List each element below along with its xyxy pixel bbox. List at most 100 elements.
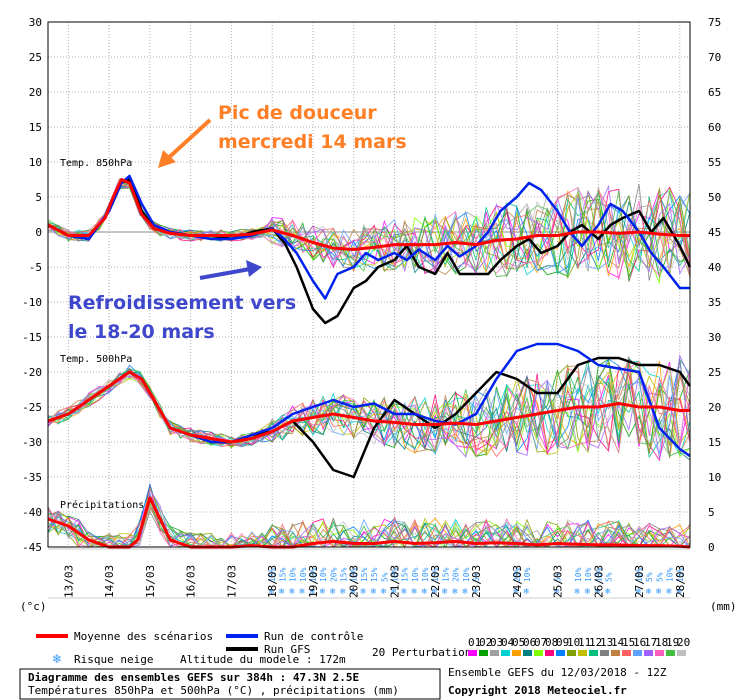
snowflake-icon: ❄ [513, 587, 520, 596]
perturbation-swatch [677, 650, 686, 656]
snowflake-icon: ❄ [584, 587, 591, 596]
snow-risk-pct: 5% [645, 572, 654, 582]
snow-risk-pct: 15% [401, 567, 410, 582]
perturbation-line [47, 502, 690, 549]
y-tick-left: 0 [35, 226, 42, 239]
x-tick-label: 23/03 [470, 565, 483, 598]
x-tick-label: 22/03 [429, 565, 442, 598]
x-tick-label: 19/03 [307, 565, 320, 598]
snow-risk-pct: 5% [554, 572, 563, 582]
snowflake-icon: ❄ [390, 587, 397, 596]
perturbation-number: 06 [523, 636, 536, 649]
y-tick-left: -30 [22, 436, 42, 449]
series-lines [47, 174, 692, 549]
y-tick-right: 35 [708, 296, 721, 309]
y-tick-left: -15 [22, 331, 42, 344]
perturbation-number: 04 [501, 636, 515, 649]
snowflake-icon: ❄ [309, 587, 316, 596]
perturbation-line [47, 496, 691, 548]
plot-frame [47, 21, 691, 548]
y-tick-left: -10 [22, 296, 42, 309]
perturbation-number: 07 [534, 636, 547, 649]
snowflake-icon: ❄ [268, 587, 275, 596]
perturbation-line [48, 368, 691, 457]
x-tick-label: 26/03 [592, 565, 605, 598]
snowflake-icon: ❄ [329, 587, 336, 596]
footer-ensemble: Ensemble GEFS du 12/03/2018 - 12Z [448, 666, 667, 679]
snowflake-icon: ❄ [452, 587, 459, 596]
x-tick-label: 20/03 [348, 565, 361, 598]
x-tick-label: 18/03 [266, 565, 279, 598]
perturbation-swatch [567, 650, 576, 656]
y-tick-left: 25 [29, 51, 42, 64]
legend-perturbations: 20 Perturbations [372, 646, 478, 659]
y-tick-right: 40 [708, 261, 721, 274]
panel-label-t850: Temp. 850hPa [60, 158, 132, 169]
snowflake-icon: ❄ [319, 587, 326, 596]
legend-snow-label: Risque neige [74, 653, 153, 666]
snow-risk-pct: 10% [462, 567, 471, 582]
snow-risk-pct: 10% [584, 567, 593, 582]
y-tick-right: 60 [708, 121, 721, 134]
perturbation-number: 10 [567, 636, 580, 649]
x-tick-label: 21/03 [388, 565, 401, 598]
x-tick-label: 14/03 [103, 565, 116, 598]
perturbation-number: 15 [622, 636, 635, 649]
series-line-precip-6 [47, 496, 691, 549]
perturbation-number: 13 [600, 636, 613, 649]
x-tick-label: 27/03 [633, 565, 646, 598]
perturbation-swatch [523, 650, 532, 656]
snow-risk-pct: 20% [452, 567, 461, 582]
snow-risk-pct: 15% [370, 567, 379, 582]
snow-risk-pct: 15% [268, 567, 277, 582]
y-tick-right: 55 [708, 156, 721, 169]
snowflake-icon: ❄ [462, 587, 469, 596]
snow-risk-pct: 15% [676, 567, 685, 582]
legend-control-label: Run de contrôle [264, 630, 363, 643]
perturbation-swatch [479, 650, 488, 656]
panel-label-t500: Temp. 500hPa [60, 354, 132, 365]
legend-altitude: Altitude du modele : 172m [180, 653, 346, 666]
snow-risk-pct: 10% [319, 567, 328, 582]
snowflake-icon: ❄ [604, 587, 611, 596]
snowflake-icon: ❄ [370, 587, 377, 596]
y-tick-left: -5 [29, 261, 42, 274]
snow-risk-pct: 15% [360, 567, 369, 582]
snowflake-icon: ❄ [380, 587, 387, 596]
snow-risk-pct: 10% [309, 567, 318, 582]
snowflake-icon: ❄ [411, 587, 418, 596]
y-tick-right: 5 [708, 506, 715, 519]
perturbation-swatch [611, 650, 620, 656]
series-line-t500-3 [47, 370, 690, 444]
y-tick-left: 20 [29, 86, 42, 99]
y-tick-left: 10 [29, 156, 42, 169]
perturbation-swatch [666, 650, 675, 656]
y-tick-left: -20 [22, 366, 42, 379]
y-tick-right: 25 [708, 366, 721, 379]
annotation-date-range: le 18-20 mars [68, 321, 215, 343]
x-tick-label: 13/03 [62, 565, 75, 598]
y-tick-left: 30 [29, 16, 42, 29]
legend-gfs-label: Run GFS [264, 643, 310, 656]
perturbation-swatch [468, 650, 477, 656]
perturbation-swatch [578, 650, 587, 656]
snow-risk-pct: 10% [574, 567, 583, 582]
x-tick-label: 28/03 [674, 565, 687, 598]
snow-risk-pct: 10% [523, 567, 532, 582]
snowflake-icon: ❄ [676, 587, 683, 596]
snowflake-icon: ❄ [340, 587, 347, 596]
orange-arrow-icon [158, 118, 212, 168]
snowflake-icon: ❄ [554, 587, 561, 596]
perturbation-swatch [490, 650, 499, 656]
snowflake-icon: ❄ [523, 587, 530, 596]
perturbation-number: 05 [512, 636, 525, 649]
y-tick-left: -25 [22, 401, 42, 414]
snowflake-icon: ❄ [666, 587, 673, 596]
perturbation-number: 14 [611, 636, 625, 649]
snowflake-icon: ❄ [645, 587, 652, 596]
snow-risk-pct: 10% [411, 567, 420, 582]
y-tick-left: -40 [22, 506, 42, 519]
perturbation-number: 08 [545, 636, 558, 649]
grid [48, 21, 690, 548]
